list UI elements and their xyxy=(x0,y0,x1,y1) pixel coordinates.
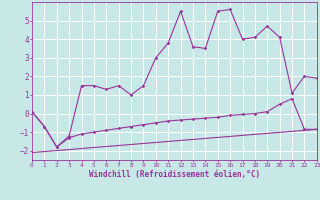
X-axis label: Windchill (Refroidissement éolien,°C): Windchill (Refroidissement éolien,°C) xyxy=(89,170,260,179)
